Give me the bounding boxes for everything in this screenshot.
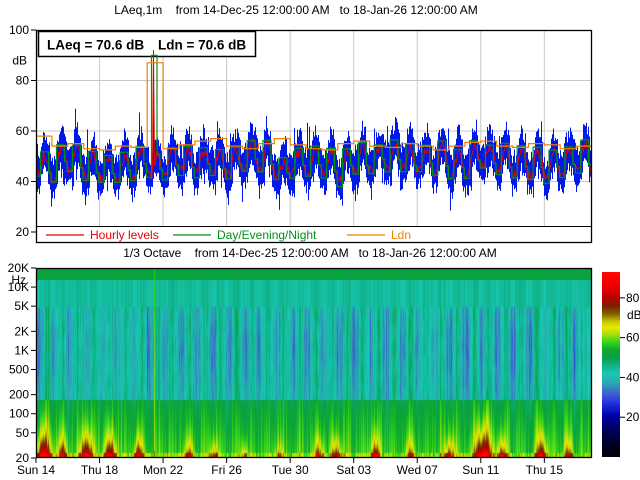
colorbar-tick-label: 60 xyxy=(626,331,640,345)
frequency-tick-label: 5K xyxy=(14,299,29,313)
y-axis-tick-label: 40 xyxy=(16,175,30,189)
spectrogram-axes: 20K10K5K2K1K5002001005020HzSun 14Thu 18M… xyxy=(8,261,592,477)
time-history-legend: Hourly levels Day/Evening/Night Ldn xyxy=(46,228,411,242)
y-axis-tick-label: 20 xyxy=(16,225,30,239)
y-axis-unit-label: dB xyxy=(12,53,27,67)
frequency-tick-label: 200 xyxy=(9,388,29,402)
y-axis-tick-label: 60 xyxy=(16,124,30,138)
x-axis-tick-label: Tue 30 xyxy=(272,463,309,477)
y-axis-tick-label: 100 xyxy=(9,23,29,37)
colorbar-tick-label: 40 xyxy=(626,370,640,384)
colorbar: dB 80 60 40 20 xyxy=(602,272,640,457)
legend-item-day-evening-night: Day/Evening/Night xyxy=(173,228,317,242)
x-axis-tick-label: Sun 11 xyxy=(462,463,499,477)
charts-overlay: LAeq,1m from 14-Dec-25 12:00:00 AM to 18… xyxy=(0,0,640,480)
legend-item-hourly-levels: Hourly levels xyxy=(46,228,159,242)
x-axis-tick-label: Thu 15 xyxy=(526,463,564,477)
y-axis-tick-label: 80 xyxy=(16,74,30,88)
x-axis-tick-label: Sun 14 xyxy=(17,463,55,477)
time-history-plot-area[interactable] xyxy=(36,30,592,226)
legend-label: Hourly levels xyxy=(90,228,159,242)
noise-analysis-window: LAeq,1m from 14-Dec-25 12:00:00 AM to 18… xyxy=(0,0,640,480)
x-axis-tick-label: Mon 22 xyxy=(143,463,183,477)
frequency-tick-label: 2K xyxy=(14,324,29,338)
x-axis-tick-label: Fri 26 xyxy=(211,463,242,477)
frequency-tick-label: 500 xyxy=(9,362,29,376)
legend-item-ldn: Ldn xyxy=(347,228,411,242)
colorbar-gradient xyxy=(602,272,620,457)
frequency-tick-label: 50 xyxy=(16,426,30,440)
legend-label: Ldn xyxy=(391,228,411,242)
colorbar-tick-label: 80 xyxy=(626,291,640,305)
x-axis-tick-label: Thu 18 xyxy=(81,463,119,477)
frequency-unit-label: Hz xyxy=(11,273,26,287)
frequency-tick-label: 100 xyxy=(9,407,29,421)
legend-label: Day/Evening/Night xyxy=(217,228,317,242)
spectrogram-title: 1/3 Octave from 14-Dec-25 12:00:00 AM to… xyxy=(123,246,497,260)
colorbar-unit-label: dB xyxy=(627,308,640,322)
spectrogram-frame xyxy=(37,269,592,458)
x-axis-tick-label: Wed 07 xyxy=(397,463,438,477)
colorbar-tick-label: 20 xyxy=(626,410,640,424)
x-axis-tick-label: Sat 03 xyxy=(336,463,371,477)
frequency-tick-label: 1K xyxy=(14,343,29,357)
time-history-title: LAeq,1m from 14-Dec-25 12:00:00 AM to 18… xyxy=(114,3,478,17)
